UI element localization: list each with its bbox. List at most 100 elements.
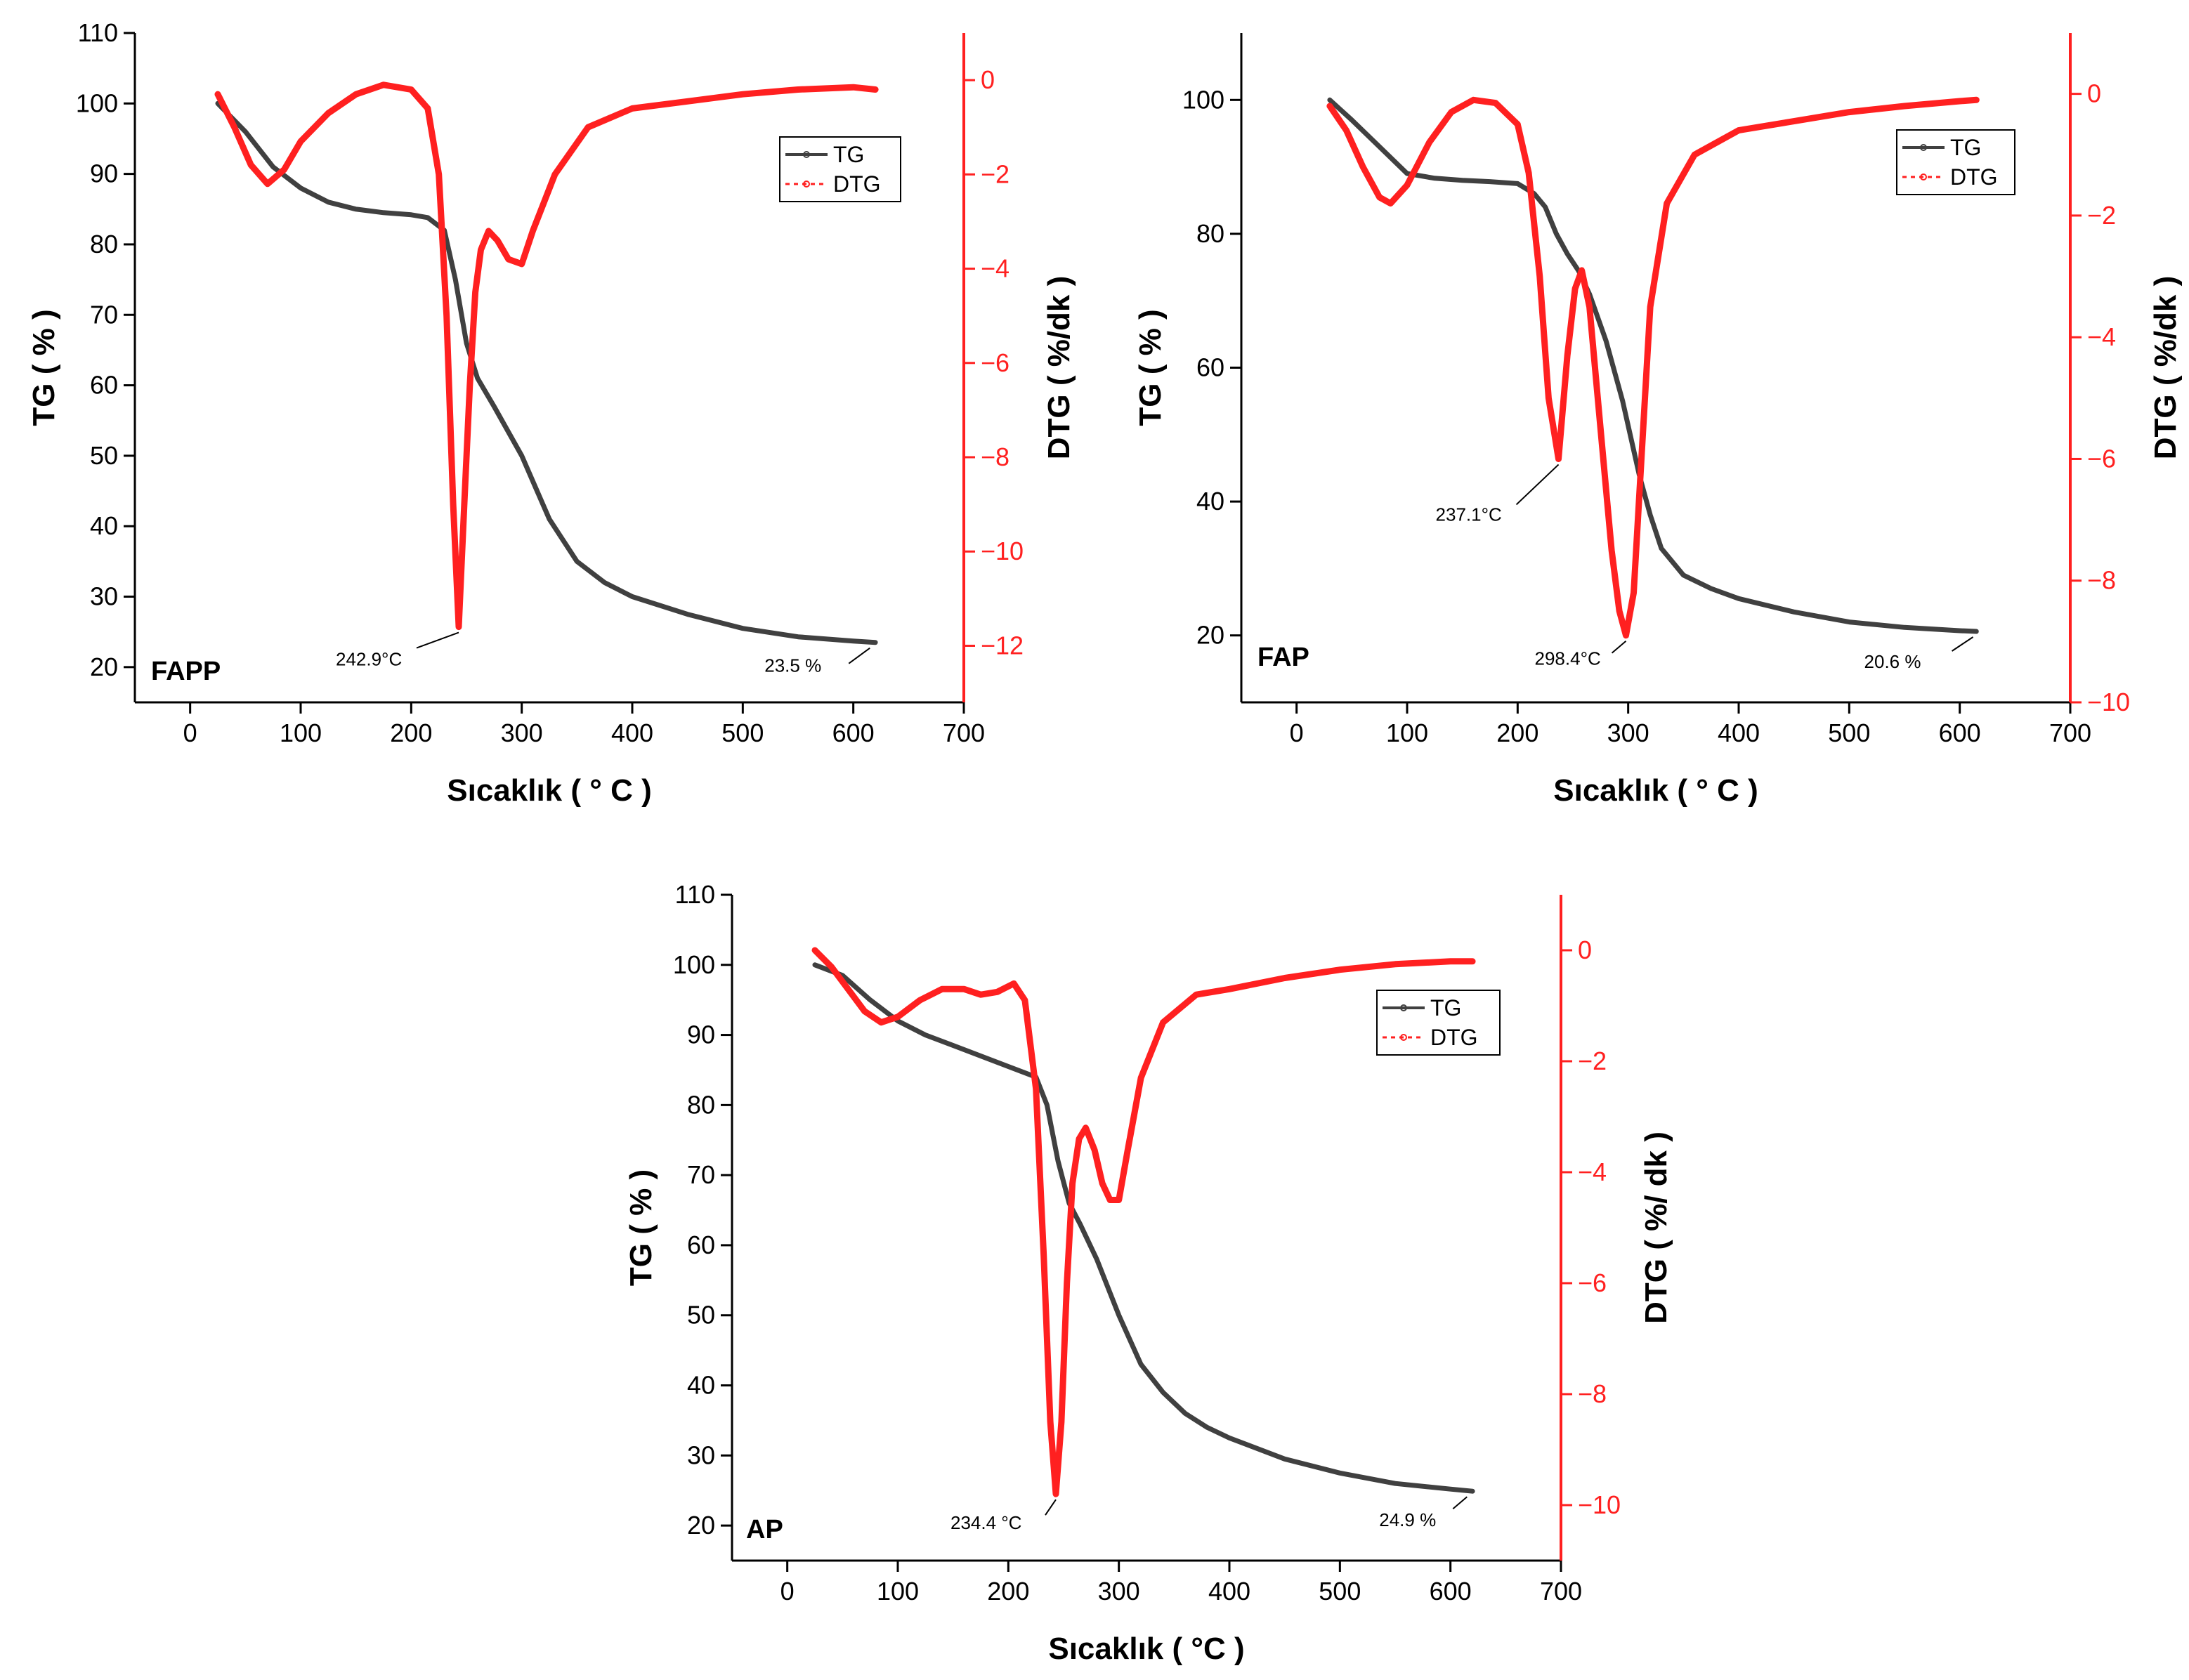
- y-tick-label-left: 80: [90, 230, 118, 258]
- y-tick-label-right: −8: [1578, 1379, 1607, 1408]
- y-tick-label-left: 90: [90, 159, 118, 188]
- legend-marker-tg: [1400, 1004, 1407, 1011]
- legend: TG DTG: [779, 136, 901, 202]
- panel-label: FAP: [1257, 643, 1309, 672]
- y-axis-title-left: TG ( % ): [624, 1169, 658, 1286]
- legend-label-dtg: DTG: [1430, 1025, 1478, 1050]
- x-tick-label: 500: [721, 718, 764, 747]
- series-dtg-line: [811, 947, 1476, 1497]
- x-tick-label: 200: [390, 718, 432, 747]
- y-tick-label-left: 60: [90, 371, 118, 400]
- y-tick-label-left: 40: [687, 1371, 715, 1400]
- y-tick-label-left: 30: [90, 582, 118, 611]
- y-tick-label-left: 110: [78, 18, 118, 47]
- y-tick-label-right: −4: [1578, 1157, 1607, 1186]
- annotation-label: 237.1°C: [1436, 504, 1502, 525]
- y-tick-label-left: 70: [687, 1160, 715, 1189]
- x-tick-label: 400: [1718, 718, 1760, 747]
- y-tick-label-left: 80: [687, 1090, 715, 1119]
- series-tg-line: [215, 100, 878, 645]
- y-tick-label-left: 20: [90, 652, 118, 681]
- x-tick-label: 300: [1607, 718, 1649, 747]
- y-tick-label-right: −10: [2087, 688, 2130, 716]
- legend-marker-dtg: [803, 181, 810, 188]
- y-tick-label-right: −4: [2087, 322, 2116, 351]
- y-tick-label-left: 100: [673, 950, 715, 979]
- series-tg-line: [1327, 97, 1979, 634]
- legend-box: [1376, 990, 1501, 1056]
- legend: TG DTG: [1376, 990, 1501, 1056]
- y-tick-label-right: −8: [2087, 566, 2116, 595]
- annotation-leader: [1045, 1499, 1057, 1516]
- x-axis-title: Sıcaklık ( ° C ): [447, 773, 651, 808]
- annotation-label: 298.4°C: [1535, 648, 1601, 669]
- y-tick-label-right: −6: [1578, 1268, 1607, 1297]
- y-tick-label-right: −6: [2087, 444, 2116, 473]
- x-axis-title: Sıcaklık ( ° C ): [1553, 773, 1758, 808]
- x-tick-label: 400: [611, 718, 653, 747]
- x-tick-label: 0: [780, 1577, 795, 1606]
- y-axis-title-right: DTG ( %/dk ): [2148, 276, 2183, 460]
- x-tick-label: 100: [280, 718, 322, 747]
- x-tick-label: 300: [501, 718, 543, 747]
- y-tick-label-left: 60: [1196, 353, 1224, 382]
- y-tick-label-right: −12: [981, 631, 1024, 659]
- annotation-leader: [1515, 464, 1560, 506]
- chart-panel-fap: 0 100 200 300 400 500 600 700 20 40 60 80 100 0 −2 −4 −6…: [1133, 33, 2183, 808]
- x-tick-label: 200: [1496, 718, 1538, 747]
- y-axis-title-right: DTG ( %/ dk ): [1639, 1131, 1673, 1324]
- y-tick-label-right: 0: [1578, 936, 1592, 964]
- y-tick-label-left: 50: [687, 1301, 715, 1330]
- y-tick-label-right: −2: [981, 159, 1009, 188]
- y-tick-label-right: 0: [981, 65, 995, 94]
- x-tick-label: 100: [877, 1577, 919, 1606]
- chart-panel-ap: 0 100 200 300 400 500 600 700 20 30 40 50 60 70 80 90 10…: [624, 880, 1673, 1666]
- y-tick-label-right: −6: [981, 348, 1009, 377]
- x-tick-label: 200: [987, 1577, 1029, 1606]
- legend-label-dtg: DTG: [1950, 164, 1998, 190]
- series-tg-line: [812, 962, 1475, 1494]
- y-tick-label-right: −2: [1578, 1046, 1607, 1075]
- annotation-label: 24.9 %: [1379, 1509, 1436, 1530]
- panel-label: AP: [746, 1515, 783, 1544]
- legend-marker-dtg: [1400, 1034, 1407, 1041]
- x-tick-label: 700: [943, 718, 985, 747]
- y-tick-label-right: −8: [981, 442, 1009, 471]
- y-axis-title-left: TG ( % ): [27, 309, 61, 426]
- legend-marker-tg: [803, 151, 810, 158]
- y-tick-label-right: 0: [2087, 79, 2101, 108]
- legend-label-tg: TG: [1950, 135, 1981, 160]
- annotation-leader: [1452, 1496, 1468, 1509]
- x-tick-label: 700: [1540, 1577, 1582, 1606]
- legend-box: [1896, 129, 2015, 195]
- y-tick-label-left: 30: [687, 1441, 715, 1469]
- y-tick-label-left: 80: [1196, 219, 1224, 248]
- y-tick-label-right: −2: [2087, 201, 2116, 230]
- y-axis-title-right: DTG ( %/dk ): [1042, 276, 1076, 460]
- annotation-label: 234.4 °C: [950, 1512, 1021, 1533]
- y-tick-label-left: 110: [675, 880, 715, 909]
- y-tick-label-right: −10: [1578, 1490, 1621, 1519]
- legend-box: [779, 136, 901, 202]
- legend-label-tg: TG: [1430, 995, 1461, 1021]
- annotation-label: 23.5 %: [764, 655, 821, 676]
- legend-label-tg: TG: [833, 142, 864, 167]
- y-tick-label-left: 60: [687, 1231, 715, 1259]
- y-tick-label-left: 40: [1196, 487, 1224, 516]
- y-tick-label-right: −4: [981, 254, 1009, 283]
- y-tick-label-left: 20: [687, 1511, 715, 1540]
- annotation-label: 242.9°C: [336, 649, 402, 670]
- legend: TG DTG: [1896, 129, 2015, 195]
- x-tick-label: 100: [1386, 718, 1428, 747]
- y-tick-label-left: 70: [90, 300, 118, 329]
- y-tick-label-left: 90: [687, 1021, 715, 1049]
- x-tick-label: 0: [183, 718, 197, 747]
- series-dtg-line: [214, 81, 879, 631]
- annotation-leader: [1611, 640, 1627, 654]
- annotation-leader: [1951, 636, 1974, 652]
- legend-marker-tg: [1920, 144, 1927, 151]
- y-axis-title-left: TG ( % ): [1133, 309, 1168, 426]
- annotation-label: 20.6 %: [1864, 651, 1921, 672]
- x-tick-label: 600: [832, 718, 875, 747]
